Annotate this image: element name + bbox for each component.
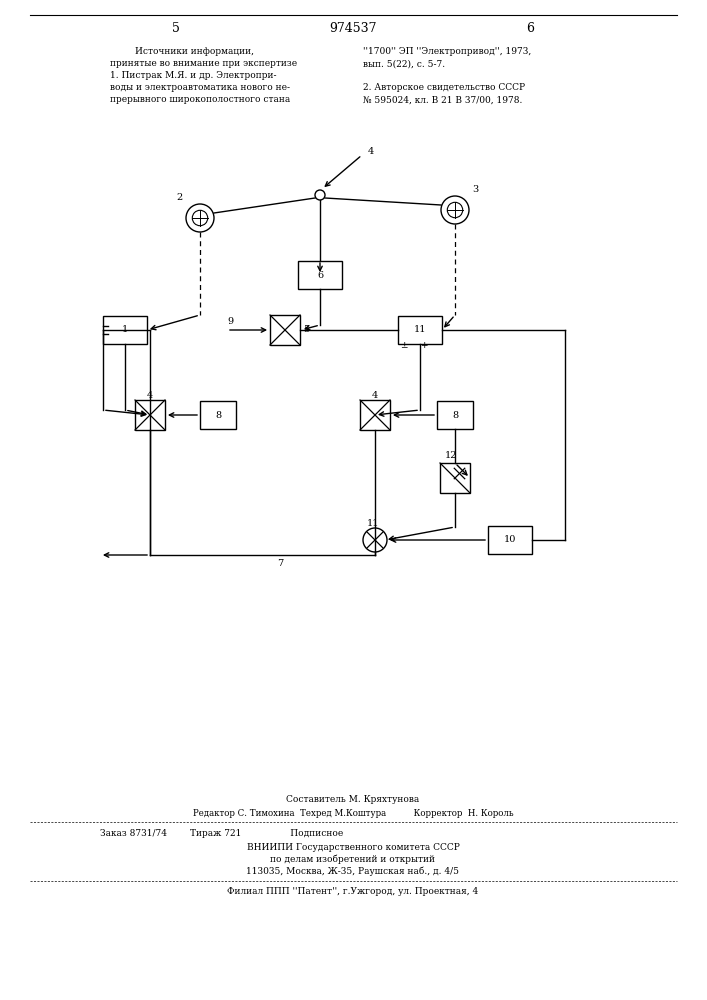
Bar	[488, 526, 532, 554]
Text: ±: ±	[400, 342, 408, 351]
Text: 11: 11	[414, 326, 426, 334]
Text: 1. Пистрак М.Я. и др. Электропри-: 1. Пистрак М.Я. и др. Электропри-	[110, 72, 276, 81]
Bar	[298, 261, 342, 289]
Bar	[437, 401, 473, 429]
Text: 6: 6	[526, 21, 534, 34]
Text: вып. 5(22), с. 5-7.: вып. 5(22), с. 5-7.	[363, 60, 445, 68]
Text: 4: 4	[368, 146, 374, 155]
Bar	[270, 315, 300, 345]
Bar	[398, 316, 442, 344]
Bar	[103, 316, 147, 344]
Text: 12: 12	[445, 452, 457, 460]
Text: ВНИИПИ Государственного комитета СССР: ВНИИПИ Государственного комитета СССР	[247, 842, 460, 852]
Text: воды и электроавтоматика нового не-: воды и электроавтоматика нового не-	[110, 84, 290, 93]
Text: 10: 10	[504, 536, 516, 544]
Text: 2. Авторское свидетельство СССР: 2. Авторское свидетельство СССР	[363, 84, 525, 93]
Text: 8: 8	[215, 410, 221, 420]
Text: 5: 5	[303, 326, 309, 334]
Text: 113035, Москва, Ж-35, Раушская наб., д. 4/5: 113035, Москва, Ж-35, Раушская наб., д. …	[247, 866, 460, 876]
Text: 6: 6	[317, 270, 323, 279]
Text: 8: 8	[452, 410, 458, 420]
Bar	[200, 401, 236, 429]
Text: принятые во внимание при экспертизе: принятые во внимание при экспертизе	[110, 60, 297, 68]
Text: 5: 5	[172, 21, 180, 34]
Text: прерывного широкополостного стана: прерывного широкополостного стана	[110, 96, 291, 104]
Text: 974537: 974537	[329, 21, 377, 34]
Text: Филиал ППП ''Патент'', г.Ужгород, ул. Проектная, 4: Филиал ППП ''Патент'', г.Ужгород, ул. Пр…	[228, 888, 479, 896]
Text: 7: 7	[277, 560, 283, 568]
Text: Редактор С. Тимохина  Техред М.Коштура          Корректор  Н. Король: Редактор С. Тимохина Техред М.Коштура Ко…	[193, 808, 513, 818]
Text: № 595024, кл. В 21 В 37/00, 1978.: № 595024, кл. В 21 В 37/00, 1978.	[363, 96, 522, 104]
Text: Заказ 8731/74        Тираж 721                 Подписное: Заказ 8731/74 Тираж 721 Подписное	[100, 830, 344, 838]
Text: 1: 1	[122, 326, 128, 334]
Text: по делам изобретений и открытий: по делам изобретений и открытий	[271, 854, 436, 864]
Text: 3: 3	[472, 186, 478, 194]
Text: ''1700'' ЭП ''Электропривод'', 1973,: ''1700'' ЭП ''Электропривод'', 1973,	[363, 47, 531, 56]
Bar	[440, 463, 470, 493]
Text: 4: 4	[372, 390, 378, 399]
Text: +: +	[420, 342, 428, 351]
Text: Источники информации,: Источники информации,	[135, 47, 254, 56]
Text: 4: 4	[147, 390, 153, 399]
Circle shape	[315, 190, 325, 200]
Text: 2: 2	[177, 194, 183, 202]
Text: 9: 9	[227, 318, 233, 326]
Bar	[360, 400, 390, 430]
Bar	[135, 400, 165, 430]
Text: Составитель М. Кряхтунова: Составитель М. Кряхтунова	[286, 796, 420, 804]
Text: 11: 11	[367, 518, 379, 528]
